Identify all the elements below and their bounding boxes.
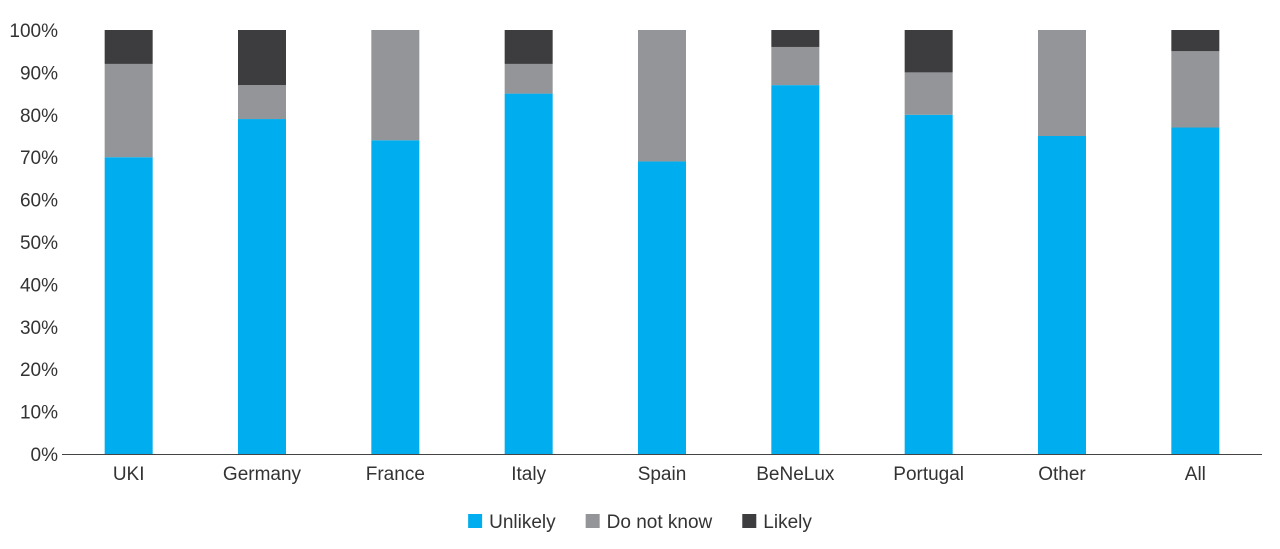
y-tick-label-10: 10% (20, 403, 58, 424)
bar-portugal-do-not-know (904, 72, 953, 115)
bar-all-unlikely (1171, 127, 1220, 455)
bar-uki-do-not-know (104, 63, 153, 158)
bars-layer (104, 30, 1220, 455)
bar-germany-likely (238, 30, 286, 86)
x-tick-label-france: France (366, 464, 425, 485)
axis-layer: 0% 10% 20% 30% 40% 50% 60% 70% 80% 90% 100% UKI Germ… (9, 21, 1262, 485)
y-tick-label-70: 70% (20, 148, 58, 169)
bar-germany-do-not-know (238, 85, 286, 120)
x-tick-label-italy: Italy (511, 464, 546, 485)
x-tick-label-other: Other (1038, 464, 1086, 485)
y-tick-label-90: 90% (20, 63, 58, 84)
bar-other-unlikely (1038, 136, 1086, 454)
y-tick-label-50: 50% (20, 233, 58, 254)
x-tick-label-portugal: Portugal (893, 464, 964, 485)
bar-uki-unlikely (104, 157, 153, 454)
bar-benelux-likely (771, 30, 820, 47)
y-tick-label-20: 20% (20, 360, 58, 381)
bar-benelux-unlikely (771, 85, 820, 455)
legend-label-likely: Likely (763, 512, 812, 533)
bar-portugal-unlikely (904, 114, 953, 455)
legend-label-do-not-know: Do not know (607, 512, 713, 533)
bar-benelux-do-not-know (771, 46, 820, 86)
bar-germany-unlikely (238, 119, 286, 454)
bar-portugal-likely (904, 30, 953, 73)
legend-label-unlikely: Unlikely (489, 512, 556, 533)
legend-swatch-unlikely (468, 514, 483, 528)
x-tick-label-benelux: BeNeLux (756, 464, 835, 485)
y-tick-label-60: 60% (20, 191, 58, 212)
y-tick-label-80: 80% (20, 106, 58, 127)
bar-other-do-not-know (1038, 30, 1086, 136)
bar-italy-likely (504, 30, 553, 64)
x-tick-label-germany: Germany (223, 464, 302, 485)
bar-all-do-not-know (1171, 51, 1220, 128)
bar-all-likely (1171, 30, 1220, 52)
bar-spain-unlikely (638, 161, 686, 454)
legend-swatch-likely (742, 514, 757, 528)
x-tick-label-uki: UKI (113, 464, 145, 485)
bar-france-do-not-know (371, 30, 420, 141)
bar-italy-unlikely (504, 93, 553, 454)
legend: Unlikely Do not know Likely (468, 512, 812, 533)
y-tick-label-100: 100% (9, 21, 58, 42)
bar-italy-do-not-know (504, 63, 553, 94)
bar-france-unlikely (371, 140, 420, 455)
y-tick-label-30: 30% (20, 318, 58, 339)
x-tick-label-all: All (1185, 464, 1206, 485)
bar-uki-likely (104, 30, 153, 64)
x-tick-label-spain: Spain (638, 464, 687, 485)
legend-swatch-do-not-know (585, 514, 600, 528)
bar-spain-do-not-know (638, 30, 686, 162)
y-tick-label-40: 40% (20, 275, 58, 296)
y-tick-label-0: 0% (31, 445, 59, 466)
